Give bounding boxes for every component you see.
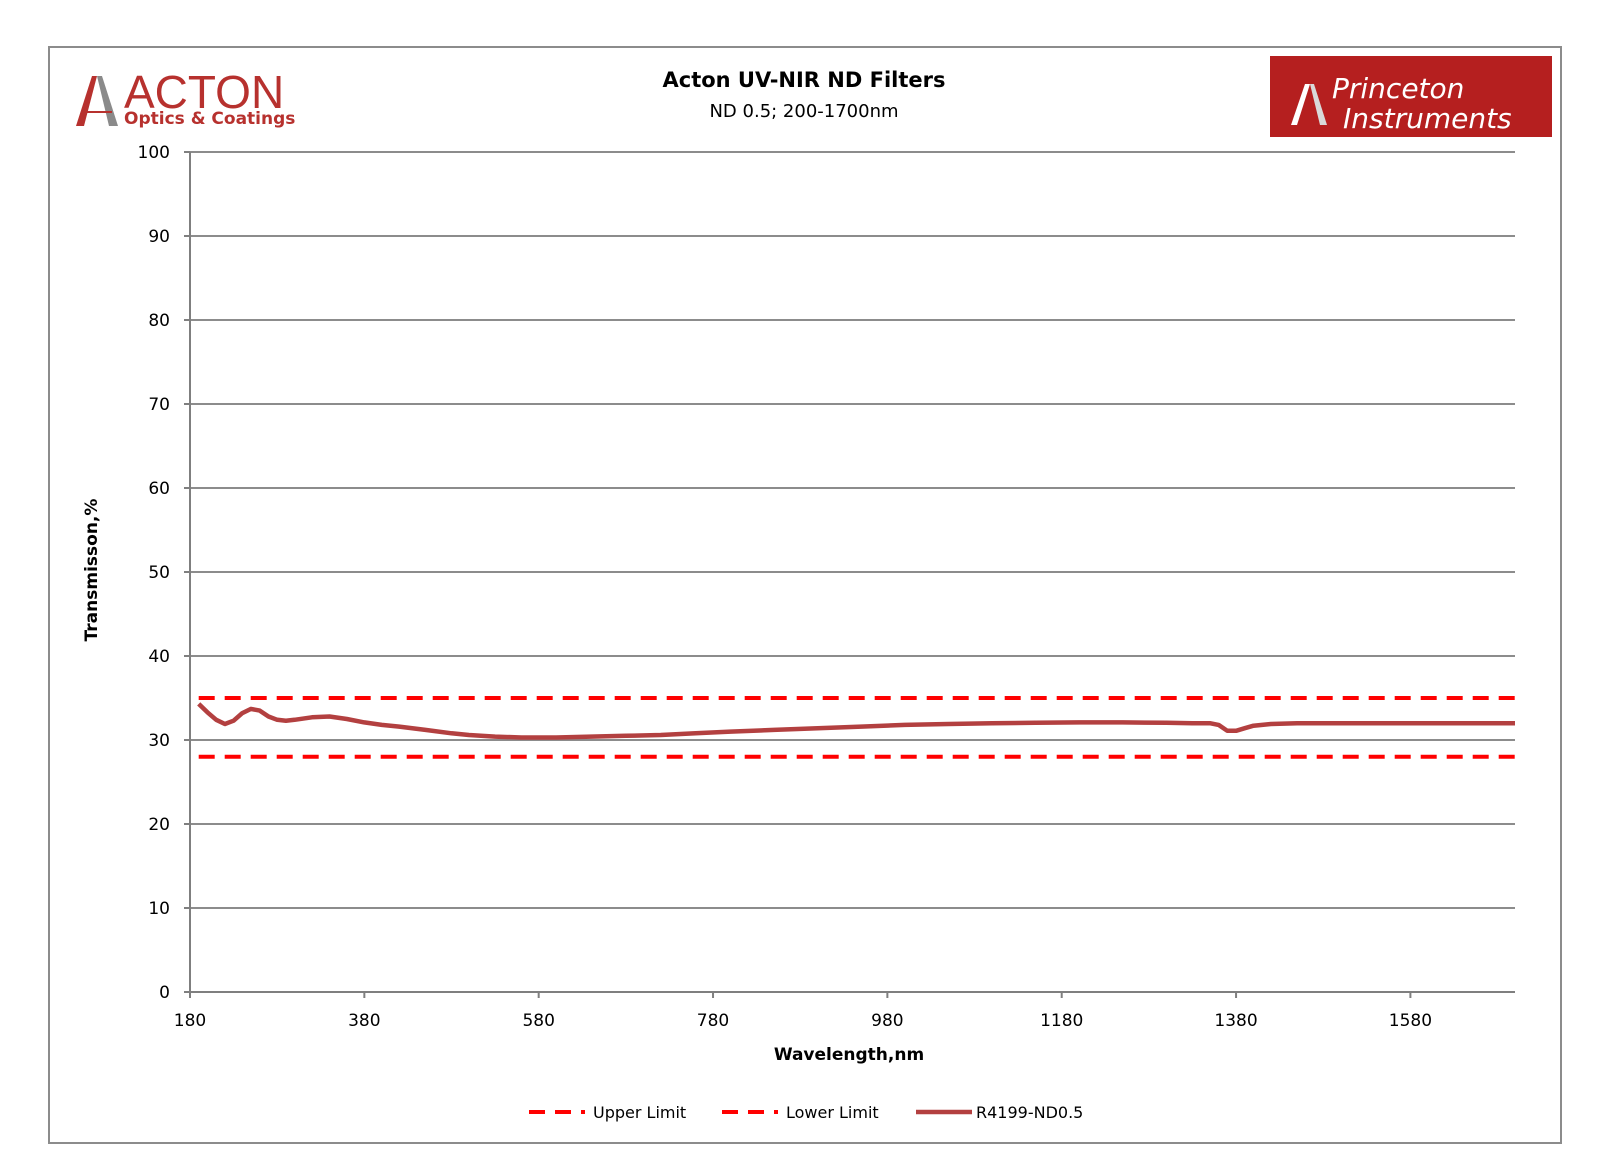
princeton-logo-mark-right xyxy=(1310,84,1327,125)
legend-label-1: Lower Limit xyxy=(786,1103,879,1122)
x-tick-label: 780 xyxy=(697,1011,729,1031)
legend-label-0: Upper Limit xyxy=(593,1103,686,1122)
princeton-logo-line2: Instruments xyxy=(1343,102,1512,135)
acton-logo-subtitle: Optics & Coatings xyxy=(124,109,295,129)
y-axis-ticks: 0 10 20 30 40 50 60 70 80 90 100 xyxy=(138,143,190,1003)
axes xyxy=(189,152,1515,993)
acton-logo-mark-left xyxy=(76,76,97,126)
legend: Upper Limit Lower Limit R4199-ND0.5 xyxy=(529,1103,1083,1122)
y-tick-label: 40 xyxy=(148,647,170,667)
y-axis-title: Transmisson,% xyxy=(82,499,102,642)
y-tick-label: 50 xyxy=(148,563,170,583)
princeton-logo-mark-left xyxy=(1291,84,1310,125)
x-tick-label: 380 xyxy=(348,1011,380,1031)
x-tick-label: 180 xyxy=(174,1011,206,1031)
x-tick-label: 980 xyxy=(871,1011,903,1031)
acton-logo: ACTON Optics & Coatings xyxy=(76,66,295,129)
princeton-logo: Princeton Instruments xyxy=(1270,56,1552,137)
x-tick-label: 1380 xyxy=(1214,1011,1257,1031)
series xyxy=(197,696,1515,759)
chart-title: Acton UV-NIR ND Filters xyxy=(663,68,946,92)
gridlines xyxy=(190,151,1515,909)
acton-logo-name: ACTON xyxy=(124,66,284,118)
series-line-2 xyxy=(197,702,1515,740)
y-tick-label: 60 xyxy=(148,479,170,499)
y-tick-label: 100 xyxy=(138,143,170,163)
acton-logo-mark-right xyxy=(97,76,118,126)
y-tick-label: 70 xyxy=(148,395,170,415)
y-tick-label: 10 xyxy=(148,899,170,919)
chart-frame xyxy=(48,46,1562,1144)
chart-subtitle: ND 0.5; 200-1700nm xyxy=(709,101,898,122)
y-tick-label: 90 xyxy=(148,227,170,247)
y-tick-label: 20 xyxy=(148,815,170,835)
princeton-logo-line1: Princeton xyxy=(1332,72,1464,105)
x-axis-ticks: 180 380 580 780 980 1180 1380 1580 xyxy=(174,992,1432,1031)
legend-label-2: R4199-ND0.5 xyxy=(976,1103,1083,1122)
x-axis-title: Wavelength,nm xyxy=(774,1045,924,1065)
x-tick-label: 1180 xyxy=(1040,1011,1083,1031)
x-tick-label: 580 xyxy=(522,1011,554,1031)
y-tick-label: 80 xyxy=(148,311,170,331)
y-tick-label: 0 xyxy=(159,983,170,1003)
x-tick-label: 1580 xyxy=(1389,1011,1432,1031)
y-tick-label: 30 xyxy=(148,731,170,751)
